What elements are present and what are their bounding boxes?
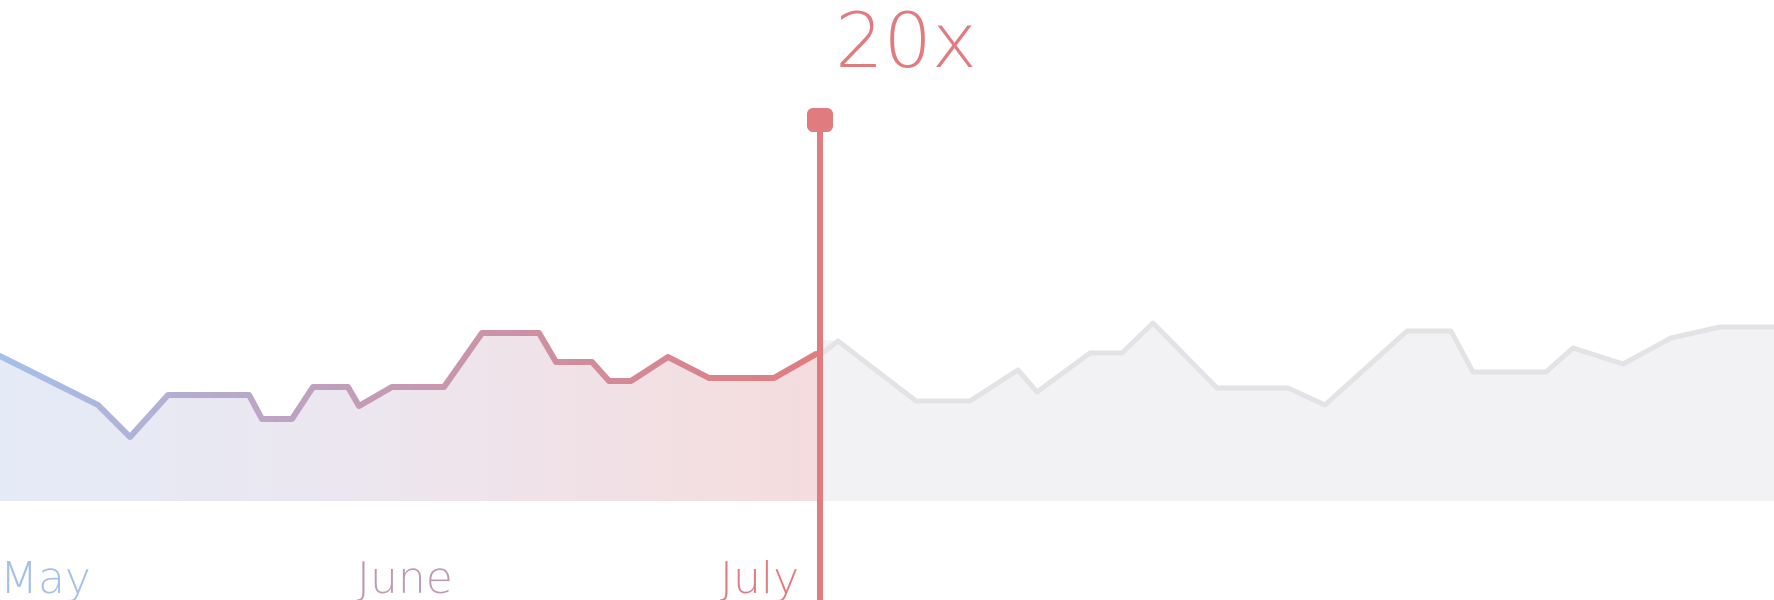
past-line [0, 330, 819, 440]
current-marker-handle[interactable] [807, 108, 833, 132]
x-tick-label-june: June [357, 553, 453, 600]
future-line [817, 320, 1774, 408]
future-area-fill [820, 323, 1774, 501]
x-tick-label-may: May [0, 553, 91, 600]
multiplier-label: 20x [835, 0, 977, 85]
past-area-fill [0, 333, 820, 501]
x-tick-label-july: July [720, 553, 799, 600]
